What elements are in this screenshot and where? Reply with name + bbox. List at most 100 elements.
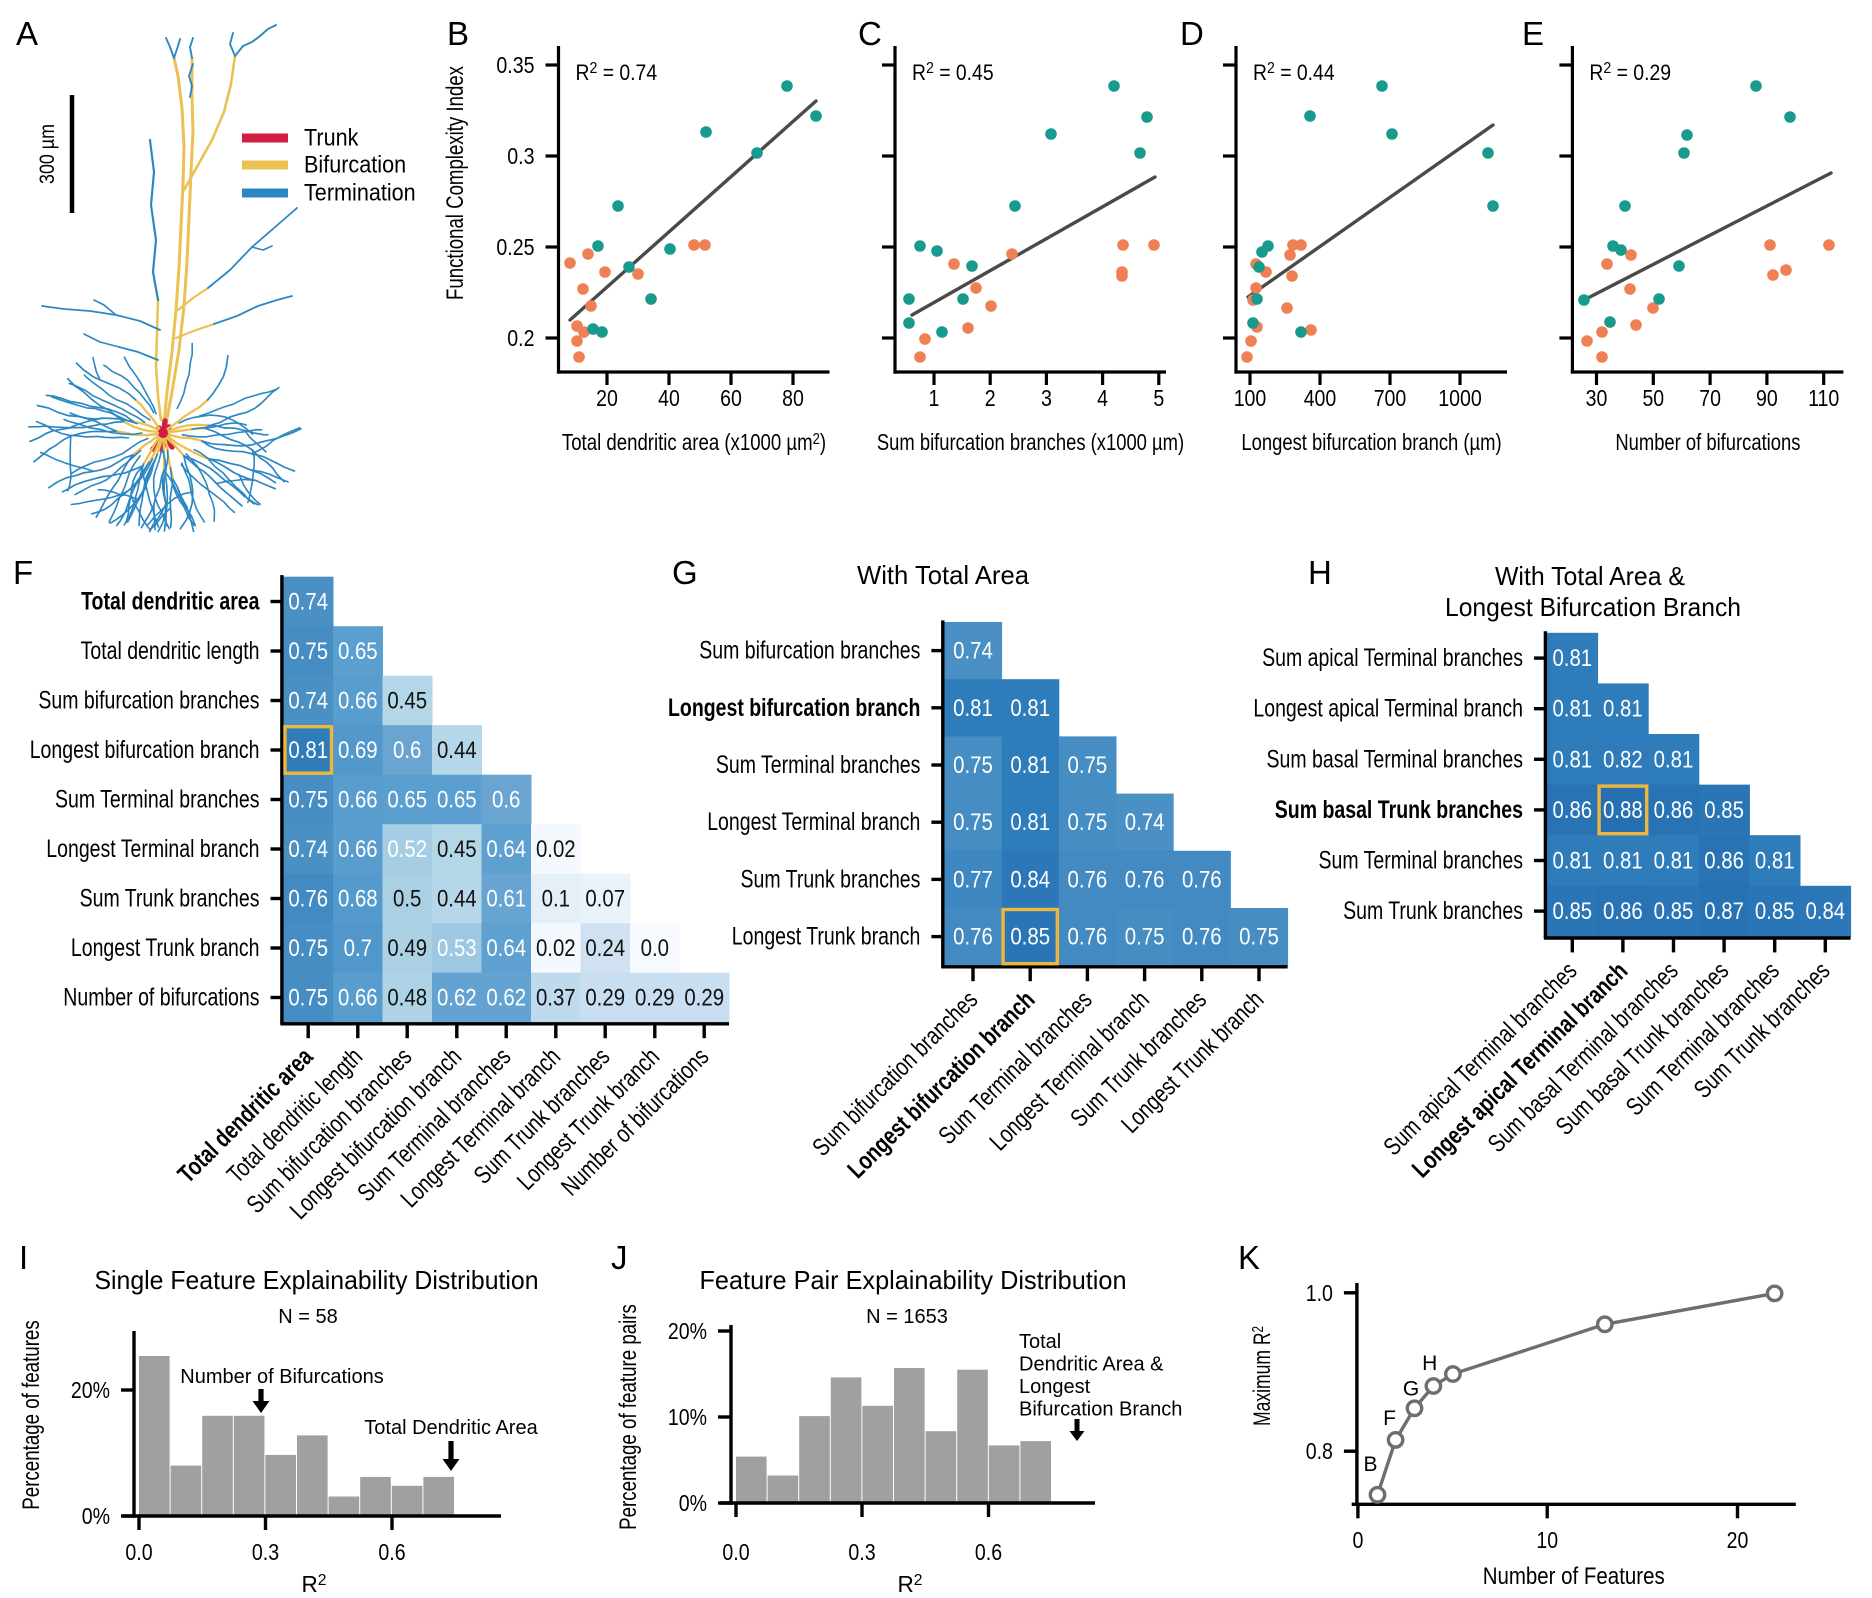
svg-text:0.88: 0.88 <box>1603 797 1643 824</box>
svg-text:Longest bifurcation branch: Longest bifurcation branch <box>30 736 260 764</box>
svg-text:0.61: 0.61 <box>486 886 526 913</box>
svg-text:0.6: 0.6 <box>975 1539 1002 1565</box>
svg-text:0.75: 0.75 <box>953 752 993 779</box>
svg-text:Longest apical Terminal branch: Longest apical Terminal branch <box>1253 695 1523 723</box>
svg-text:0.3: 0.3 <box>507 143 534 169</box>
svg-text:0.82: 0.82 <box>1603 746 1643 773</box>
svg-text:40: 40 <box>658 385 680 411</box>
svg-text:Longest Bifurcation Branch: Longest Bifurcation Branch <box>1445 592 1741 622</box>
svg-text:0.65: 0.65 <box>387 787 427 814</box>
svg-text:0.81: 0.81 <box>1552 746 1592 773</box>
svg-text:Sum Terminal branches: Sum Terminal branches <box>716 751 921 779</box>
svg-text:J: J <box>611 1239 628 1276</box>
svg-text:Sum basal Trunk branches: Sum basal Trunk branches <box>1275 796 1523 824</box>
svg-text:0.6: 0.6 <box>492 787 520 814</box>
svg-text:0.81: 0.81 <box>1552 645 1592 672</box>
svg-text:0.75: 0.75 <box>288 787 328 814</box>
svg-text:0.7: 0.7 <box>344 935 372 962</box>
svg-text:0.29: 0.29 <box>635 985 675 1012</box>
svg-text:0.76: 0.76 <box>1182 866 1222 893</box>
svg-text:0.75: 0.75 <box>288 985 328 1012</box>
svg-text:0.86: 0.86 <box>1654 797 1694 824</box>
svg-text:G: G <box>672 554 698 591</box>
svg-text:0.76: 0.76 <box>288 886 328 913</box>
svg-text:Number of bifurcations: Number of bifurcations <box>63 984 259 1012</box>
svg-text:0.74: 0.74 <box>953 638 993 665</box>
svg-text:Longest Terminal branch: Longest Terminal branch <box>707 808 920 836</box>
svg-text:Longest Trunk branch: Longest Trunk branch <box>71 934 260 962</box>
svg-text:110: 110 <box>1808 385 1839 411</box>
svg-text:0.64: 0.64 <box>486 935 526 962</box>
svg-text:Longest Trunk branch: Longest Trunk branch <box>732 923 921 951</box>
svg-text:F: F <box>13 554 33 591</box>
svg-text:Longest bifurcation branch (µm: Longest bifurcation branch (µm) <box>1241 429 1501 455</box>
svg-text:0.74: 0.74 <box>288 836 328 863</box>
svg-text:C: C <box>858 15 882 52</box>
svg-text:0.29: 0.29 <box>585 985 625 1012</box>
svg-text:B: B <box>1363 1453 1377 1476</box>
svg-text:0.81: 0.81 <box>1010 809 1050 836</box>
svg-text:20%: 20% <box>71 1377 110 1403</box>
svg-text:D: D <box>1180 15 1204 52</box>
svg-text:Total dendritic area (x1000 µm: Total dendritic area (x1000 µm2) <box>562 429 826 455</box>
svg-text:0.25: 0.25 <box>496 234 534 260</box>
svg-text:Bifurcation Branch: Bifurcation Branch <box>1019 1399 1182 1421</box>
svg-text:Number of Features: Number of Features <box>1483 1563 1665 1590</box>
svg-text:Sum bifurcation branches: Sum bifurcation branches <box>38 687 259 715</box>
svg-text:2: 2 <box>985 385 996 411</box>
svg-text:5: 5 <box>1153 385 1164 411</box>
svg-text:0.85: 0.85 <box>1755 898 1795 925</box>
svg-text:10: 10 <box>1536 1527 1558 1553</box>
svg-text:0.85: 0.85 <box>1552 898 1592 925</box>
svg-text:400: 400 <box>1304 385 1337 411</box>
svg-text:0.52: 0.52 <box>387 836 427 863</box>
svg-text:With Total Area &: With Total Area & <box>1495 561 1685 591</box>
svg-text:K: K <box>1238 1239 1260 1276</box>
svg-text:70: 70 <box>1699 385 1721 411</box>
svg-text:20%: 20% <box>668 1318 707 1344</box>
svg-text:E: E <box>1522 15 1544 52</box>
svg-text:1000: 1000 <box>1438 385 1482 411</box>
svg-text:Total Dendritic Area: Total Dendritic Area <box>364 1417 538 1439</box>
svg-text:0.81: 0.81 <box>1654 746 1694 773</box>
svg-text:4: 4 <box>1097 385 1108 411</box>
svg-text:0.02: 0.02 <box>536 935 576 962</box>
svg-text:0.81: 0.81 <box>1603 696 1643 723</box>
svg-text:0.85: 0.85 <box>1704 797 1744 824</box>
svg-text:1: 1 <box>929 385 940 411</box>
svg-text:N = 1653: N = 1653 <box>866 1306 948 1328</box>
svg-text:Maximum R2: Maximum R2 <box>1249 1326 1276 1426</box>
svg-text:0.5: 0.5 <box>393 886 421 913</box>
svg-text:30: 30 <box>1586 385 1608 411</box>
svg-text:0.45: 0.45 <box>387 688 427 715</box>
svg-text:0.64: 0.64 <box>486 836 526 863</box>
svg-text:0.37: 0.37 <box>536 985 576 1012</box>
svg-text:0.29: 0.29 <box>684 985 724 1012</box>
svg-text:Longest bifurcation branch: Longest bifurcation branch <box>668 694 920 722</box>
svg-text:0.74: 0.74 <box>1125 809 1165 836</box>
svg-text:Number of Bifurcations: Number of Bifurcations <box>180 1366 383 1388</box>
svg-text:0.6: 0.6 <box>393 737 421 764</box>
svg-text:0.81: 0.81 <box>953 695 993 722</box>
svg-text:N = 58: N = 58 <box>278 1306 337 1328</box>
svg-text:0.48: 0.48 <box>387 985 427 1012</box>
svg-text:Sum Terminal branches: Sum Terminal branches <box>55 786 260 814</box>
svg-text:0.81: 0.81 <box>1654 848 1694 875</box>
svg-text:0.76: 0.76 <box>1125 866 1165 893</box>
svg-text:R2 = 0.44: R2 = 0.44 <box>1253 60 1335 85</box>
svg-text:Percentage of feature pairs: Percentage of feature pairs <box>615 1304 642 1530</box>
svg-text:0.62: 0.62 <box>437 985 477 1012</box>
svg-text:80: 80 <box>782 385 804 411</box>
svg-text:Number of bifurcations: Number of bifurcations <box>1615 429 1800 455</box>
svg-text:0: 0 <box>1352 1527 1363 1553</box>
svg-text:0.76: 0.76 <box>1068 866 1108 893</box>
svg-text:0.44: 0.44 <box>437 737 477 764</box>
svg-text:0.2: 0.2 <box>507 325 534 351</box>
svg-text:Total dendritic area: Total dendritic area <box>81 588 260 616</box>
svg-text:I: I <box>19 1239 28 1276</box>
svg-text:0.76: 0.76 <box>1182 924 1222 951</box>
svg-text:0.6: 0.6 <box>378 1539 405 1565</box>
svg-text:Total: Total <box>1019 1331 1061 1353</box>
svg-text:0.66: 0.66 <box>338 985 378 1012</box>
svg-text:0.77: 0.77 <box>953 866 993 893</box>
